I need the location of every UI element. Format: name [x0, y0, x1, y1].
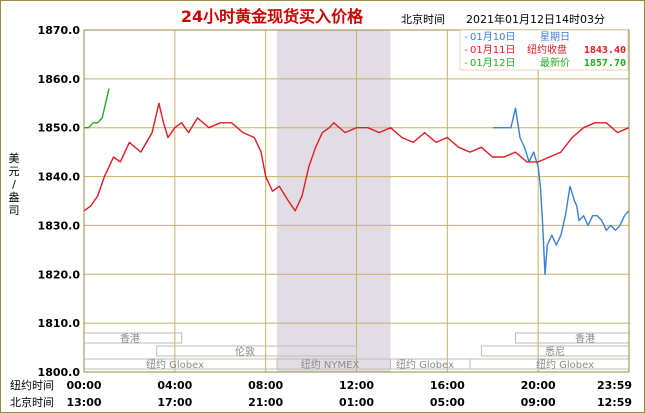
- legend-item: - 01月11日 纽约收盘 1843.40: [463, 43, 626, 56]
- timezone-label: 北京时间: [401, 12, 445, 26]
- legend-value: 1843.40: [584, 45, 626, 56]
- plot-frame: [83, 29, 630, 373]
- y-tick-label: 1840.0: [38, 171, 81, 184]
- legend-label: 纽约收盘: [527, 43, 567, 56]
- x-tick-label-ny: 16:00: [430, 379, 465, 392]
- x-tick-label-bj: 09:00: [521, 396, 556, 409]
- legend-label: 最新价: [540, 56, 570, 69]
- y-label-char: 元: [9, 165, 20, 178]
- x-tick-label-ny: 08:00: [248, 379, 283, 392]
- y-tick-label: 1870.0: [38, 24, 81, 37]
- x-tick-label-bj: 17:00: [157, 396, 192, 409]
- y-tick-label: 1810.0: [38, 317, 81, 330]
- y-label-char: 美: [9, 152, 20, 165]
- legend-dash: -: [463, 32, 469, 43]
- bj-time-label: 北京时间: [10, 395, 54, 409]
- x-tick-label-bj: 21:00: [248, 396, 283, 409]
- legend-date: 01月10日: [470, 31, 515, 43]
- market-band: [156, 345, 357, 357]
- legend-dash: -: [463, 45, 469, 56]
- legend-item: - 01月12日 最新价 1857.70: [463, 56, 626, 69]
- x-tick-label-ny: 04:00: [157, 379, 192, 392]
- x-tick-labels: 00:00 13:00 04:00 17:00 08:00 21:00 12:00 01:00…: [66, 379, 632, 409]
- x-tick-label-bj: 13:00: [66, 396, 101, 409]
- x-tick-label-ny: 00:00: [66, 379, 101, 392]
- series-line: [83, 102, 630, 212]
- y-axis-label: 美元/盎司: [9, 152, 20, 217]
- y-tick-label: 1850.0: [38, 122, 81, 135]
- x-tick-label-ny: 20:00: [521, 379, 556, 392]
- legend-label: 星期日: [540, 31, 570, 43]
- chart-title: 24小时黄金现货买入价格: [181, 7, 364, 26]
- y-label-char: /: [12, 178, 16, 191]
- x-tick-label-ny: 23:59: [597, 379, 632, 392]
- market-label: 纽约 Globex: [396, 358, 454, 371]
- y-tick-labels: 1870.0 1860.0 1850.0 1840.0 1830.0 1820.0 1810…: [38, 24, 81, 379]
- x-tick-label-bj: 01:00: [339, 396, 374, 409]
- session-shade: [277, 30, 391, 372]
- legend-dash: -: [463, 58, 469, 69]
- market-label: 伦敦: [235, 345, 255, 358]
- ny-time-label: 纽约时间: [10, 378, 54, 392]
- x-tick-label-bj: 05:00: [430, 396, 465, 409]
- market-label: 悉尼: [545, 346, 565, 358]
- y-tick-label: 1820.0: [38, 268, 81, 281]
- market-label: 纽约 Globex: [146, 358, 204, 371]
- x-tick-label-bj: 12:59: [597, 396, 632, 409]
- market-label: 香港: [120, 333, 140, 345]
- market-label: 纽约 NYMEX: [301, 358, 360, 371]
- legend-date: 01月12日: [470, 57, 515, 69]
- y-tick-label: 1800.0: [38, 366, 81, 379]
- legend-item: - 01月10日 星期日: [463, 31, 570, 43]
- legend: - 01月10日 星期日 - 01月11日 纽约收盘 1843.40 - 01月…: [459, 29, 629, 71]
- series-line: [84, 88, 110, 129]
- y-label-char: 盎: [9, 190, 20, 204]
- legend-value: 1857.70: [584, 58, 626, 69]
- y-tick-label: 1830.0: [38, 219, 81, 232]
- series-layer: [83, 88, 630, 275]
- y-label-char: 司: [9, 204, 20, 217]
- market-label: 纽约 Globex: [536, 358, 594, 371]
- x-tick-label-ny: 12:00: [339, 379, 374, 392]
- timestamp: 2021年01月12日14时03分: [466, 12, 605, 26]
- y-tick-label: 1860.0: [38, 73, 81, 86]
- legend-date: 01月11日: [470, 44, 515, 56]
- market-label: 香港: [575, 333, 595, 345]
